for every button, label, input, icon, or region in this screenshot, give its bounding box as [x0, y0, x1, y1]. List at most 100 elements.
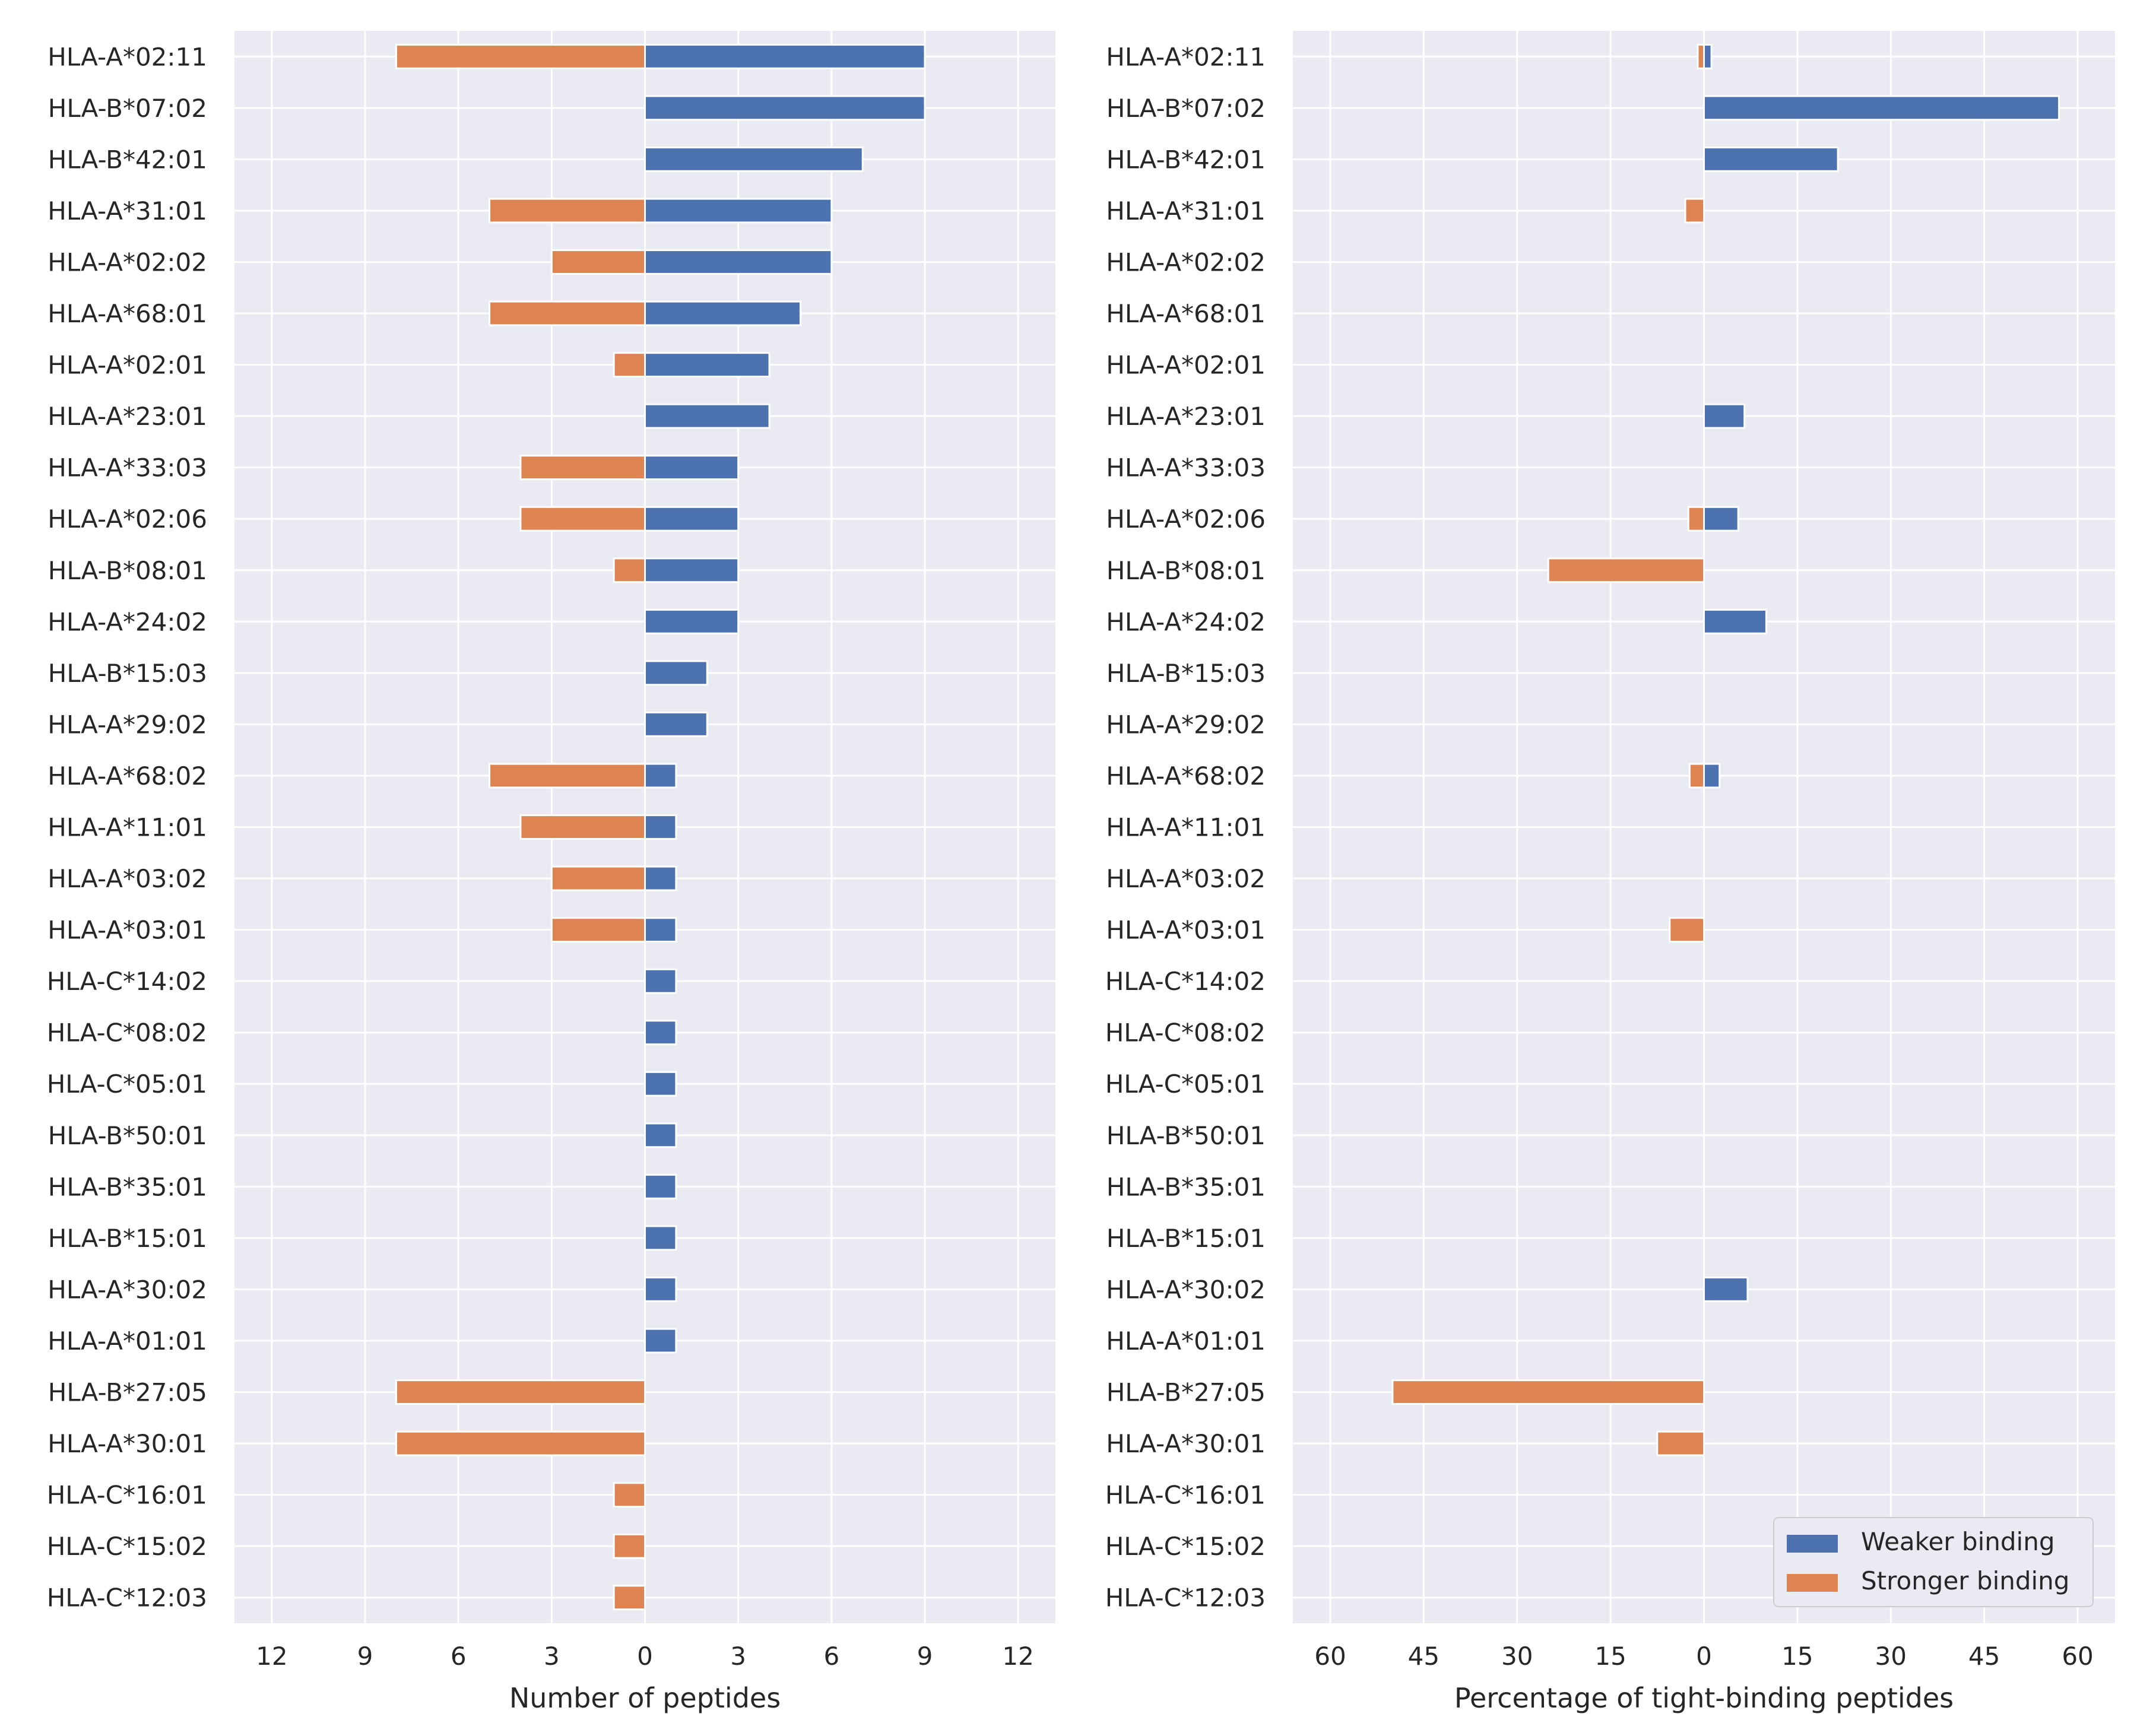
right-xtick-label: 45: [1968, 1642, 2000, 1671]
right-bar-weaker: [1703, 763, 1721, 789]
left-bar-stronger: [613, 557, 646, 583]
right-xtick-label: 45: [1408, 1642, 1440, 1671]
right-bar-weaker: [1703, 146, 1839, 172]
left-bar-stronger: [489, 763, 646, 789]
right-category-label: HLA-A*30:01: [1106, 1429, 1266, 1458]
right-category-label: HLA-A*11:01: [1106, 813, 1266, 842]
right-category-label: HLA-B*15:03: [1106, 659, 1266, 688]
left-bar-stronger: [550, 249, 646, 275]
right-category-label: HLA-B*50:01: [1106, 1121, 1266, 1150]
left-category-label: HLA-A*68:02: [47, 761, 207, 791]
left-xtick-label: 3: [544, 1642, 560, 1671]
left-xtick-label: 3: [730, 1642, 746, 1671]
left-category-label: HLA-C*12:03: [47, 1583, 207, 1613]
right-category-label: HLA-A*01:01: [1106, 1326, 1266, 1356]
left-category-label: HLA-A*02:06: [47, 504, 207, 534]
left-category-label: HLA-B*27:05: [48, 1378, 207, 1407]
right-category-label: HLA-B*08:01: [1106, 556, 1266, 585]
right-category-label: HLA-A*24:02: [1106, 607, 1266, 636]
left-bar-stronger: [550, 917, 646, 943]
right-category-label: HLA-A*02:11: [1106, 42, 1266, 71]
right-category-label: HLA-A*68:02: [1106, 761, 1266, 791]
right-category-label: HLA-A*03:02: [1106, 864, 1266, 893]
left-bar-weaker: [644, 711, 708, 737]
right-bar-weaker: [1703, 43, 1713, 69]
left-bar-weaker: [644, 352, 771, 377]
left-category-label: HLA-B*42:01: [48, 145, 207, 174]
left-xtick-label: 9: [917, 1642, 933, 1671]
left-category-label: HLA-B*08:01: [48, 556, 207, 585]
right-category-label: HLA-A*02:01: [1106, 351, 1266, 380]
left-category-label: HLA-A*11:01: [47, 813, 207, 842]
left-bar-stronger: [489, 300, 646, 326]
right-category-label: HLA-A*02:06: [1106, 504, 1266, 534]
right-category-label: HLA-C*05:01: [1105, 1069, 1266, 1099]
right-category-label: HLA-B*07:02: [1106, 94, 1266, 123]
left-bar-weaker: [644, 557, 740, 583]
left-bar-weaker: [644, 1225, 677, 1251]
right-category-label: HLA-B*42:01: [1106, 145, 1266, 174]
left-category-label: HLA-C*15:02: [47, 1532, 207, 1561]
right-category-label: HLA-A*30:02: [1106, 1275, 1266, 1304]
right-xtick-label: 60: [1314, 1642, 1346, 1671]
right-bar-weaker: [1703, 95, 2060, 121]
left-bar-stronger: [613, 1533, 646, 1559]
left-bar-weaker: [644, 1122, 677, 1148]
left-bar-weaker: [644, 43, 926, 69]
left-xtick-label: 12: [1002, 1642, 1033, 1671]
left-bar-weaker: [644, 455, 740, 481]
left-category-label: HLA-A*02:01: [47, 351, 207, 380]
right-xtick-label: 30: [1875, 1642, 1907, 1671]
right-bar-stronger: [1697, 43, 1705, 69]
left-category-label: HLA-B*35:01: [48, 1172, 207, 1201]
left-bar-weaker: [644, 95, 926, 121]
right-category-label: HLA-A*03:01: [1106, 916, 1266, 945]
right-bar-weaker: [1703, 608, 1767, 634]
left-category-label: HLA-A*02:11: [47, 42, 207, 71]
right-category-label: HLA-C*14:02: [1105, 967, 1266, 996]
left-bar-weaker: [644, 1173, 677, 1199]
left-bar-weaker: [644, 608, 740, 634]
left-xtick-label: 0: [637, 1642, 653, 1671]
left-bar-weaker: [644, 917, 677, 943]
right-x-axis-label: Percentage of tight-binding peptides: [1454, 1682, 1954, 1714]
right-category-label: HLA-A*29:02: [1106, 710, 1266, 739]
left-category-label: HLA-A*30:01: [47, 1429, 207, 1458]
left-category-label: HLA-A*33:03: [47, 453, 207, 483]
right-category-label: HLA-C*16:01: [1105, 1481, 1266, 1510]
left-category-label: HLA-B*50:01: [48, 1121, 207, 1150]
left-bar-weaker: [644, 1277, 677, 1302]
right-category-label: HLA-B*35:01: [1106, 1172, 1266, 1201]
left-bar-weaker: [644, 300, 801, 326]
left-category-label: HLA-B*07:02: [48, 94, 207, 123]
left-bar-weaker: [644, 506, 740, 532]
left-category-label: HLA-B*15:01: [48, 1224, 207, 1253]
left-category-label: HLA-A*03:01: [47, 916, 207, 945]
left-bar-weaker: [644, 146, 864, 172]
right-bar-stronger: [1669, 917, 1705, 943]
right-category-label: HLA-C*12:03: [1105, 1583, 1266, 1613]
left-bar-stronger: [613, 1585, 646, 1611]
legend-label-stronger: Stronger binding: [1861, 1566, 2069, 1595]
left-category-label: HLA-A*23:01: [47, 402, 207, 431]
left-category-label: HLA-A*68:01: [47, 299, 207, 328]
right-bar-stronger: [1656, 1430, 1705, 1456]
legend-swatch-stronger: [1787, 1574, 1838, 1592]
left-category-label: HLA-A*02:02: [47, 247, 207, 277]
left-bar-weaker: [644, 198, 833, 224]
right-bar-stronger: [1688, 763, 1705, 789]
left-bar-stronger: [550, 865, 646, 891]
left-category-label: HLA-A*31:01: [47, 196, 207, 226]
left-category-label: HLA-C*05:01: [47, 1069, 207, 1099]
left-bar-weaker: [644, 1020, 677, 1046]
left-category-label: HLA-B*15:03: [48, 659, 207, 688]
left-x-axis-label: Number of peptides: [509, 1682, 781, 1714]
left-bar-stronger: [395, 1430, 646, 1456]
left-category-label: HLA-C*14:02: [47, 967, 207, 996]
legend: Weaker binding Stronger binding: [1773, 1517, 2094, 1607]
right-category-label: HLA-A*31:01: [1106, 196, 1266, 226]
left-category-label: HLA-A*30:02: [47, 1275, 207, 1304]
legend-box: [1773, 1517, 2094, 1607]
right-bar-weaker: [1703, 1277, 1749, 1302]
